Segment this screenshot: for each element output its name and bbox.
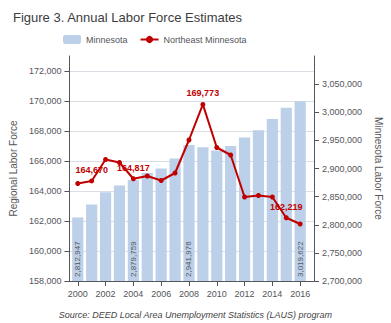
svg-text:2014: 2014 <box>262 289 282 299</box>
svg-text:2,950,000: 2,950,000 <box>322 135 362 145</box>
svg-text:Regional Labor Force: Regional Labor Force <box>8 120 19 217</box>
svg-text:2,900,000: 2,900,000 <box>322 164 362 174</box>
svg-text:Source: DEED Local Area Unempl: Source: DEED Local Area Unemployment Sta… <box>59 310 333 320</box>
svg-text:169,773: 169,773 <box>187 88 220 98</box>
svg-text:2,700,000: 2,700,000 <box>322 276 362 286</box>
svg-text:3,000,000: 3,000,000 <box>322 107 362 117</box>
svg-text:2,879,759: 2,879,759 <box>129 241 138 277</box>
svg-text:166,000: 166,000 <box>29 156 62 166</box>
svg-text:2,750,000: 2,750,000 <box>322 248 362 258</box>
svg-text:2002: 2002 <box>96 289 116 299</box>
svg-text:Figure 3. Annual Labor Force E: Figure 3. Annual Labor Force Estimates <box>13 10 243 25</box>
svg-text:2,812,947: 2,812,947 <box>73 241 82 277</box>
svg-text:2,850,000: 2,850,000 <box>322 192 362 202</box>
svg-text:160,000: 160,000 <box>29 246 62 256</box>
svg-text:3,019,622: 3,019,622 <box>296 241 305 277</box>
svg-text:2000: 2000 <box>68 289 88 299</box>
svg-text:Minnesota Labor Force: Minnesota Labor Force <box>373 117 384 220</box>
svg-text:164,000: 164,000 <box>29 186 62 196</box>
svg-text:2,941,976: 2,941,976 <box>184 241 193 277</box>
svg-text:162,000: 162,000 <box>29 216 62 226</box>
svg-text:3,050,000: 3,050,000 <box>322 79 362 89</box>
svg-text:Minnesota: Minnesota <box>86 35 128 45</box>
svg-text:162,219: 162,219 <box>270 202 303 212</box>
svg-text:2012: 2012 <box>235 289 255 299</box>
svg-text:168,000: 168,000 <box>29 126 62 136</box>
svg-text:2004: 2004 <box>123 289 143 299</box>
svg-text:170,000: 170,000 <box>29 96 62 106</box>
svg-text:2010: 2010 <box>207 289 227 299</box>
svg-text:Northeast Minnesota: Northeast Minnesota <box>164 35 247 45</box>
svg-text:172,000: 172,000 <box>29 66 62 76</box>
svg-text:164,670: 164,670 <box>75 165 108 175</box>
svg-text:2008: 2008 <box>179 289 199 299</box>
svg-text:164,817: 164,817 <box>117 163 150 173</box>
svg-text:2016: 2016 <box>290 289 310 299</box>
svg-text:158,000: 158,000 <box>29 276 62 286</box>
svg-text:2006: 2006 <box>151 289 171 299</box>
svg-text:2,800,000: 2,800,000 <box>322 220 362 230</box>
